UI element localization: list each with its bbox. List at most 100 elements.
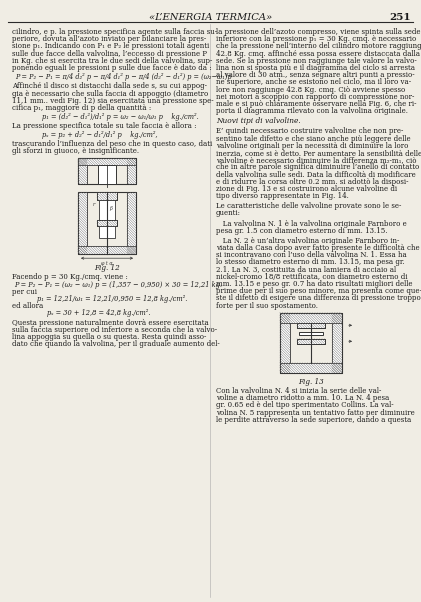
Text: zione di Fig. 13 e si costruirono alcune valvoline di: zione di Fig. 13 e si costruirono alcune… — [216, 185, 397, 193]
Bar — [299, 332, 323, 335]
Text: La valvolina N. 1 è la valvolina originale Farnboro e: La valvolina N. 1 è la valvolina origina… — [216, 220, 407, 228]
Text: r: r — [93, 202, 95, 206]
Text: viata dalla Casa dopo aver fatto presente le difficoltà che: viata dalla Casa dopo aver fatto present… — [216, 244, 420, 252]
Text: inerzia, come si è detto. Per aumentare la sensibilità delle: inerzia, come si è detto. Per aumentare … — [216, 149, 421, 157]
Text: male e si può chiaramente osservare nella Fig. 6, che ri-: male e si può chiaramente osservare nell… — [216, 100, 416, 108]
Text: periore, dovuta all’azoto inviato per bilanciare la pres-: periore, dovuta all’azoto inviato per bi… — [12, 35, 206, 43]
Text: La N. 2 è un’altra valvolina originale Farnboro in-: La N. 2 è un’altra valvolina originale F… — [216, 237, 400, 245]
Text: Questa pressione naturalmente dovrà essere esercitata: Questa pressione naturalmente dovrà esse… — [12, 318, 209, 327]
Bar — [97, 192, 117, 200]
Text: pₛ = 30 + 12,8 = 42,8 kg./cm².: pₛ = 30 + 12,8 = 42,8 kg./cm². — [47, 309, 150, 317]
Text: pₛ = p₂ + d₂² − d₁²/d₁² p    kg./cm²,: pₛ = p₂ + d₂² − d₁²/d₁² p kg./cm², — [42, 131, 157, 138]
Text: La pressione specifica totale su tale faccia è allora :: La pressione specifica totale su tale fa… — [12, 122, 197, 131]
Text: sione p₁. Indicando con P₁ e P₂ le pressioni totali agenti: sione p₁. Indicando con P₁ e P₂ le press… — [12, 42, 209, 51]
Text: sulla faccia superiore od inferiore a seconda che la valvo-: sulla faccia superiore od inferiore a se… — [12, 326, 217, 334]
Text: E’ quindi necessario costruire valvoline che non pre-: E’ quindi necessario costruire valvoline… — [216, 128, 403, 135]
Text: della valvolina sulle sedi. Data la difficoltà di modificare: della valvolina sulle sedi. Data la diff… — [216, 170, 416, 179]
Text: dato che quando la valvolina, per il graduale aumento del-: dato che quando la valvolina, per il gra… — [12, 340, 220, 348]
Text: cifica p₁, maggiore di p della quantità :: cifica p₁, maggiore di p della quantità … — [12, 104, 151, 112]
Text: 2.1. La N. 3, costituita da una lamiera di acciaio al: 2.1. La N. 3, costituita da una lamiera … — [216, 265, 396, 273]
Text: Nuovi tipi di valvoline.: Nuovi tipi di valvoline. — [216, 117, 301, 125]
Bar — [127, 192, 136, 254]
Bar — [332, 313, 342, 373]
Text: ponendo eguali le pressioni p sulle due facce è dato da :: ponendo eguali le pressioni p sulle due … — [12, 64, 212, 72]
Text: inferiore con la pressione p₁ = 30 Kg. cmq. è necessario: inferiore con la pressione p₁ = 30 Kg. c… — [216, 35, 416, 43]
Bar — [280, 313, 290, 373]
Bar — [97, 192, 117, 200]
Text: trascurando l’influenza del peso che in questo caso, dati: trascurando l’influenza del peso che in … — [12, 140, 212, 148]
Text: la pressione dell’azoto compresso, viene spinta sulla sede: la pressione dell’azoto compresso, viene… — [216, 28, 421, 36]
Bar — [297, 323, 325, 328]
Bar — [78, 192, 136, 254]
Text: guenti:: guenti: — [216, 209, 241, 217]
Text: lore non raggiunge 42.8 Kg. cmq. Ciò avviene spesso: lore non raggiunge 42.8 Kg. cmq. Ciò avv… — [216, 85, 405, 93]
Text: si incontravano con l’uso della valvolina N. 1. Essa ha: si incontravano con l’uso della valvolin… — [216, 251, 407, 259]
Text: le perdite attraverso la sede superiore, dando a questa: le perdite attraverso la sede superiore,… — [216, 416, 411, 424]
Text: nei motori a scoppio con rapporto di compressione nor-: nei motori a scoppio con rapporto di com… — [216, 93, 414, 101]
Bar — [78, 158, 136, 184]
Text: forte per il suo spostamento.: forte per il suo spostamento. — [216, 302, 318, 309]
Bar — [97, 220, 117, 226]
Text: 251: 251 — [389, 13, 411, 22]
Text: Fig. 12: Fig. 12 — [94, 264, 120, 272]
Text: gr. 0.65 ed è del tipo sperimentato Collins. La val-: gr. 0.65 ed è del tipo sperimentato Coll… — [216, 402, 394, 409]
Bar — [280, 313, 342, 323]
Text: pesa gr. 1.5 con diametro esterno di mm. 13.15.: pesa gr. 1.5 con diametro esterno di mm.… — [216, 227, 387, 235]
Text: ed allora: ed allora — [12, 302, 43, 310]
Text: sentino tale difetto e che siano anche più leggere delle: sentino tale difetto e che siano anche p… — [216, 135, 410, 143]
Text: cilindro, e p. la pressione specifica agente sulla faccia su-: cilindro, e p. la pressione specifica ag… — [12, 28, 217, 36]
Text: mm. 13.15 e peso gr. 0.7 ha dato risultati migliori delle: mm. 13.15 e peso gr. 0.7 ha dato risulta… — [216, 280, 413, 288]
Text: che la pressione nell’interno del cilindro motore raggiunga: che la pressione nell’interno del cilind… — [216, 42, 421, 51]
Bar — [98, 165, 116, 184]
Text: in Kg. che si esercita tra le due sedi della valvolina, sup-: in Kg. che si esercita tra le due sedi d… — [12, 57, 212, 65]
Text: «L’ENERGIA TERMICA»: «L’ENERGIA TERMICA» — [149, 13, 272, 22]
Text: ste il difetto di esigere una differenza di pressione troppo: ste il difetto di esigere una differenza… — [216, 294, 421, 302]
Bar — [297, 339, 325, 344]
Text: sede. Se la pressione non raggiunge tale valore la valvo-: sede. Se la pressione non raggiunge tale… — [216, 57, 417, 65]
Text: φ t α: φ t α — [101, 261, 113, 266]
Text: 42.8 Kg. cmq. affinché essa possa essere distaccata dalla: 42.8 Kg. cmq. affinché essa possa essere… — [216, 49, 420, 58]
Bar — [99, 200, 115, 220]
Text: al valore di 30 atm., senza segnare altri punti a pressio-: al valore di 30 atm., senza segnare altr… — [216, 71, 415, 79]
Text: prime due per il suo peso minore, ma presenta come que-: prime due per il suo peso minore, ma pre… — [216, 287, 421, 295]
Bar — [78, 246, 136, 254]
Bar — [297, 323, 325, 328]
Text: lina appoggia su quella o su questa. Resta quindi asso-: lina appoggia su quella o su questa. Res… — [12, 333, 206, 341]
Text: Facendo p = 30 Kg./cmq. viene :: Facendo p = 30 Kg./cmq. viene : — [12, 273, 128, 281]
Bar — [280, 363, 342, 373]
Text: p₁ = 12,21/ω₁ = 12,21/0,950 = 12,8 kg./cm².: p₁ = 12,21/ω₁ = 12,21/0,950 = 12,8 kg./c… — [37, 295, 187, 303]
Text: e di ridurre la corsa oltre 0.2 mm. si adottò la disposi-: e di ridurre la corsa oltre 0.2 mm. si a… — [216, 178, 408, 186]
Bar — [78, 192, 87, 254]
Text: lo stesso diametro esterno di mm. 13.15, ma pesa gr.: lo stesso diametro esterno di mm. 13.15,… — [216, 258, 405, 267]
Text: volina N. 5 rappresenta un tentativo fatto per diminuire: volina N. 5 rappresenta un tentativo fat… — [216, 409, 415, 417]
Text: p₁ = (d₂² − d₁²)/d₁² p = ω₂ − ω₁/ω₁ p    kg./cm².: p₁ = (d₂² − d₁²)/d₁² p = ω₂ − ω₁/ω₁ p kg… — [42, 113, 199, 121]
Bar — [97, 220, 117, 226]
Bar — [78, 158, 87, 184]
Text: per cui: per cui — [12, 288, 37, 296]
Text: valvoline originali per la necessità di diminuire la loro: valvoline originali per la necessità di … — [216, 141, 408, 150]
Text: Affinché il disco si distacchi dalla sede s, su cui appog-: Affinché il disco si distacchi dalla sed… — [12, 82, 207, 90]
Text: Fig. 13: Fig. 13 — [298, 378, 324, 386]
Text: β: β — [109, 206, 112, 211]
Text: sulle due facce della valvolina, l’eccesso di pressione P: sulle due facce della valvolina, l’ecces… — [12, 49, 207, 58]
Text: tipo diverso rappresentate in Fig. 14.: tipo diverso rappresentate in Fig. 14. — [216, 192, 349, 200]
Text: voline a diametro ridotto a mm. 10. La N. 4 pesa: voline a diametro ridotto a mm. 10. La N… — [216, 394, 389, 402]
Text: ne superiore, anche se esistono nel ciclo, ma il loro va-: ne superiore, anche se esistono nel cicl… — [216, 78, 411, 87]
Text: che in altre parole significa diminuire l’anello di contatto: che in altre parole significa diminuire … — [216, 163, 419, 172]
Text: nickel-cromo 18/8 rettificata, con diametro esterno di: nickel-cromo 18/8 rettificata, con diame… — [216, 273, 408, 281]
Bar — [280, 313, 342, 373]
Bar — [297, 339, 325, 344]
Text: 11,1 mm.. vedi Fig. 12) sia esercitata una pressione spe-: 11,1 mm.. vedi Fig. 12) sia esercitata u… — [12, 97, 213, 105]
Text: lina non si sposta più e il diagramma del ciclo si arresta: lina non si sposta più e il diagramma de… — [216, 64, 415, 72]
Bar — [99, 226, 115, 238]
Text: gia è necessario che sulla faccia di appoggio (diametro: gia è necessario che sulla faccia di app… — [12, 90, 208, 98]
Text: P = P₂ − P₁ = (ω₂ − ω₁) p = (1,357 − 0,950) × 30 = 12,21 kg.: P = P₂ − P₁ = (ω₂ − ω₁) p = (1,357 − 0,9… — [14, 281, 222, 288]
Bar — [127, 158, 136, 184]
Text: P = P₂ − P₁ = π/4 d₂² p − π/4 d₁² p − π/4 (d₂² − d₁²) p = (ω₂−ω₁)p: P = P₂ − P₁ = π/4 d₂² p − π/4 d₁² p − π/… — [15, 73, 232, 81]
Text: porta il diagramma rilevato con la valvolina originale.: porta il diagramma rilevato con la valvo… — [216, 107, 408, 115]
Text: Con la valvolina N. 4 si inizia la serie delle val-: Con la valvolina N. 4 si inizia la serie… — [216, 387, 381, 395]
Text: gli sforzi in giuoco, è insignificante.: gli sforzi in giuoco, è insignificante. — [12, 147, 139, 155]
Text: valvoline è necessario diminuire la differenza m₂-m₁, ciò: valvoline è necessario diminuire la diff… — [216, 156, 416, 164]
Bar — [78, 158, 136, 165]
Text: Le caratteristiche delle valvoline provate sono le se-: Le caratteristiche delle valvoline prova… — [216, 202, 401, 210]
